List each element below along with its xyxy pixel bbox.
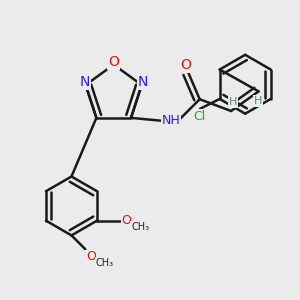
Text: CH₃: CH₃	[131, 222, 149, 232]
Text: CH₃: CH₃	[96, 258, 114, 268]
Text: NH: NH	[162, 114, 181, 127]
Text: H: H	[229, 97, 237, 107]
Text: N: N	[80, 75, 90, 89]
Text: H: H	[254, 96, 262, 106]
Text: Cl: Cl	[193, 110, 205, 123]
Text: O: O	[108, 55, 119, 69]
Text: O: O	[122, 214, 131, 227]
Text: O: O	[181, 58, 191, 72]
Text: N: N	[137, 75, 148, 89]
Text: O: O	[86, 250, 96, 263]
